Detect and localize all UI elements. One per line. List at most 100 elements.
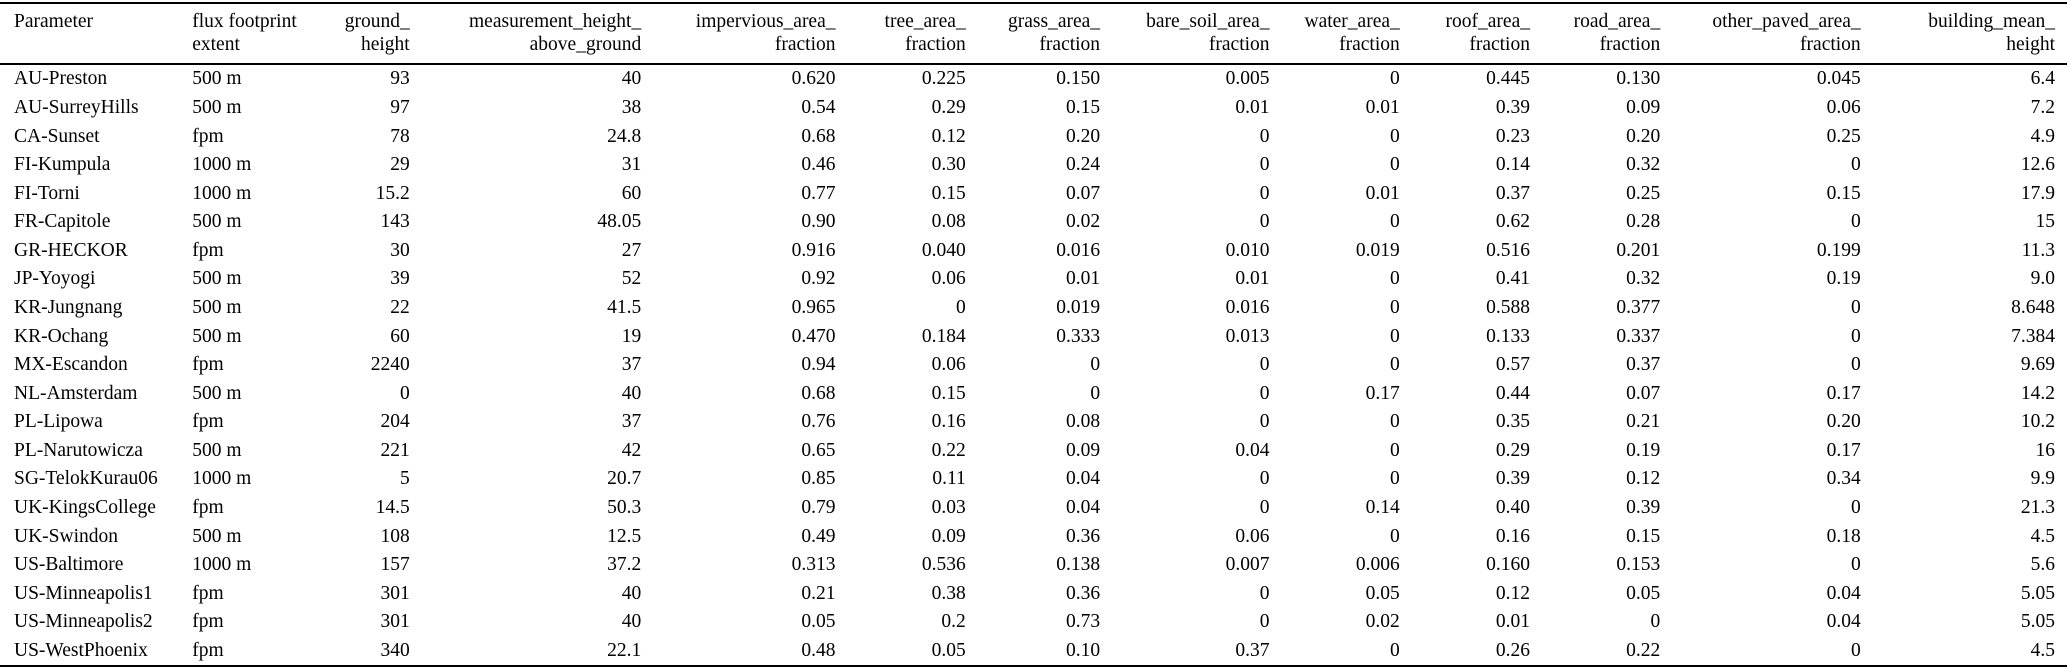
value-building_mean_height: 21.3 [2020,497,2055,519]
value-roof_area_fraction: 0.40 [1495,497,1530,519]
value-bare_soil_area_fraction: 0.04 [1235,439,1270,461]
value-roof_area_fraction: 0.23 [1495,125,1530,147]
value-grass_area_fraction: 0.20 [1065,125,1101,147]
value-ground_height: 157 [380,554,410,576]
value-roof_area_fraction: 0.588 [1486,297,1530,318]
column-header-bare_soil_area_fraction: bare_soil_area_ fraction [1146,11,1270,56]
value-building_mean_height: 5.05 [2020,611,2055,633]
value-grass_area_fraction: 0.36 [1065,525,1101,547]
value-grass_area_fraction: 0.09 [1065,439,1101,461]
column-header-grass_area_fraction: grass_area_ fraction [1008,11,1101,56]
value-flux_footprint_extent: fpm [192,125,224,147]
value-bare_soil_area_fraction: 0.37 [1235,639,1270,661]
site-id: PL-Narutowicza [14,439,143,461]
value-building_mean_height: 4.5 [2030,525,2055,547]
column-header-tree_area_fraction: tree_area_ fraction [884,11,966,56]
value-roof_area_fraction: 0.44 [1495,382,1530,404]
value-water_area_fraction: 0.006 [1355,554,1400,576]
value-measurement_height_above_ground: 40 [621,382,642,404]
value-ground_height: 340 [380,639,410,661]
value-roof_area_fraction: 0.445 [1486,68,1530,90]
value-tree_area_fraction: 0.11 [932,468,966,490]
value-water_area_fraction: 0 [1390,525,1400,547]
value-tree_area_fraction: 0.29 [931,96,966,118]
value-ground_height: 0 [399,382,410,404]
value-impervious_area_fraction: 0.48 [801,639,836,661]
column-header-roof_area_fraction: roof_area_ fraction [1445,11,1530,56]
value-measurement_height_above_ground: 22.1 [607,639,642,661]
value-measurement_height_above_ground: 37.2 [607,554,642,576]
table-row: FR-Capitole 500 m 143 48.05 0.90 0.08 0.02 0 0 0.… [0,208,2067,237]
column-header-ground_height: ground_ height [344,11,410,56]
site-id: FI-Torni [14,182,80,204]
value-road_area_fraction: 0.21 [1626,411,1661,433]
site-id: KR-Ochang [14,325,109,347]
value-roof_area_fraction: 0.160 [1486,554,1530,576]
value-bare_soil_area_fraction: 0.005 [1225,68,1270,90]
value-water_area_fraction: 0.02 [1365,611,1400,633]
value-roof_area_fraction: 0.39 [1495,468,1530,490]
table-row: AU-Preston 500 m 93 40 0.620 0.225 0.150 0.005 0… [0,64,2067,94]
value-road_area_fraction: 0.25 [1626,182,1661,204]
table-row: GR-HECKOR fpm 30 27 0.916 0.040 0.016 0.010 0.01… [0,236,2067,265]
value-road_area_fraction: 0.07 [1626,382,1661,404]
value-water_area_fraction: 0 [1390,68,1400,90]
value-measurement_height_above_ground: 37 [621,411,642,433]
value-building_mean_height: 9.69 [2020,354,2055,376]
value-grass_area_fraction: 0.138 [1056,554,1101,576]
value-roof_area_fraction: 0.62 [1495,211,1530,233]
value-building_mean_height: 7.384 [2011,325,2055,347]
value-road_area_fraction: 0.37 [1626,354,1661,376]
value-impervious_area_fraction: 0.90 [801,211,836,233]
value-bare_soil_area_fraction: 0.01 [1235,268,1270,290]
value-building_mean_height: 8.648 [2011,297,2055,318]
value-roof_area_fraction: 0.57 [1495,354,1530,376]
value-building_mean_height: 4.5 [2030,639,2055,661]
value-bare_soil_area_fraction: 0.016 [1225,297,1270,318]
value-flux_footprint_extent: fpm [192,239,224,261]
value-ground_height: 29 [390,154,410,176]
value-grass_area_fraction: 0.04 [1065,497,1101,519]
value-roof_area_fraction: 0.37 [1495,182,1530,204]
value-ground_height: 22 [390,297,410,318]
value-tree_area_fraction: 0.536 [921,554,966,576]
value-flux_footprint_extent: 500 m [192,439,242,461]
value-measurement_height_above_ground: 50.3 [607,497,642,519]
value-impervious_area_fraction: 0.68 [801,125,836,147]
value-road_area_fraction: 0.09 [1626,96,1661,118]
value-grass_area_fraction: 0.150 [1056,68,1101,90]
value-impervious_area_fraction: 0.85 [801,468,836,490]
site-id: KR-Jungnang [14,297,123,318]
value-road_area_fraction: 0.28 [1626,211,1661,233]
value-roof_area_fraction: 0.01 [1495,611,1530,633]
value-water_area_fraction: 0.14 [1365,497,1400,519]
value-grass_area_fraction: 0.07 [1065,182,1101,204]
value-tree_area_fraction: 0.2 [941,611,966,633]
value-road_area_fraction: 0.19 [1626,439,1661,461]
value-building_mean_height: 9.9 [2030,468,2055,490]
value-measurement_height_above_ground: 41.5 [607,297,642,318]
value-flux_footprint_extent: 500 m [192,382,242,404]
value-other_paved_area_fraction: 0.18 [1826,525,1861,547]
value-measurement_height_above_ground: 27 [621,239,642,261]
value-measurement_height_above_ground: 31 [621,154,642,176]
value-road_area_fraction: 0.337 [1616,325,1661,347]
value-tree_area_fraction: 0.03 [931,497,966,519]
value-building_mean_height: 9.0 [2030,268,2055,290]
value-flux_footprint_extent: 1000 m [192,154,252,176]
value-other_paved_area_fraction: 0 [1850,154,1861,176]
value-other_paved_area_fraction: 0 [1850,297,1861,318]
value-other_paved_area_fraction: 0.17 [1826,382,1861,404]
value-building_mean_height: 5.05 [2020,582,2055,604]
value-bare_soil_area_fraction: 0 [1259,354,1270,376]
value-measurement_height_above_ground: 12.5 [607,525,642,547]
value-tree_area_fraction: 0.05 [931,639,966,661]
value-tree_area_fraction: 0.184 [921,325,966,347]
value-flux_footprint_extent: fpm [192,582,224,604]
value-water_area_fraction: 0 [1390,211,1400,233]
value-impervious_area_fraction: 0.68 [801,382,836,404]
value-flux_footprint_extent: fpm [192,411,224,433]
value-flux_footprint_extent: fpm [192,639,224,661]
value-tree_area_fraction: 0.15 [931,382,966,404]
